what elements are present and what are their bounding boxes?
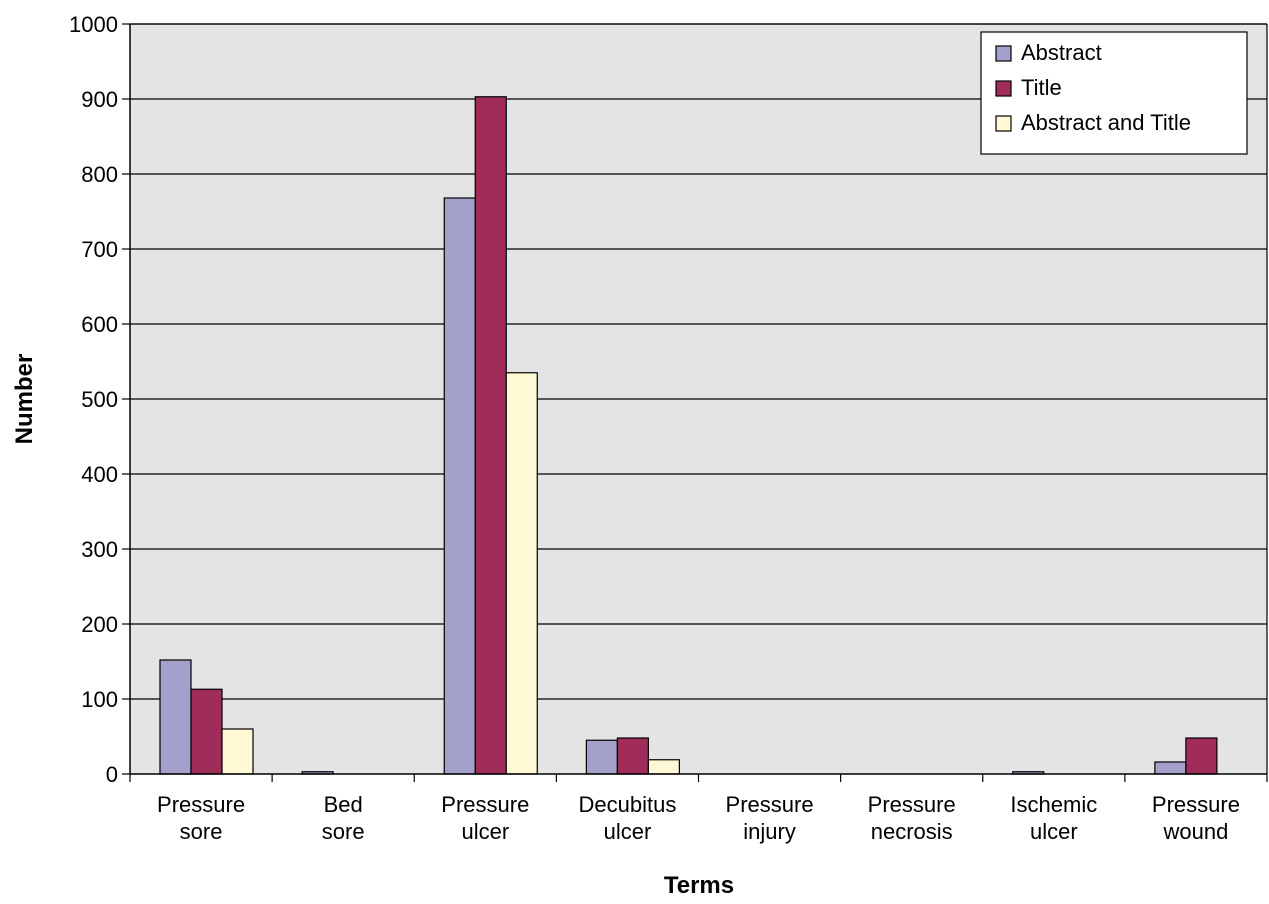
y-tick-label: 300 (81, 537, 118, 562)
x-category-label: ulcer (1030, 819, 1078, 844)
x-category-label: Bed (324, 792, 363, 817)
bar-title (1185, 737, 1218, 775)
y-tick-label: 100 (81, 687, 118, 712)
bar-abstract-and-title (221, 728, 254, 775)
x-category-label: wound (1163, 819, 1229, 844)
y-tick-label: 700 (81, 237, 118, 262)
x-category-label: sore (180, 819, 223, 844)
legend-box (980, 31, 1248, 155)
x-category-label: necrosis (871, 819, 953, 844)
x-category-label: ulcer (604, 819, 652, 844)
bar-abstract (585, 739, 618, 775)
y-tick-label: 0 (106, 762, 118, 787)
legend-label: Title (1021, 75, 1062, 100)
bars (159, 96, 1218, 775)
x-axis-title: Terms (664, 872, 734, 899)
y-tick-label: 500 (81, 387, 118, 412)
axes (122, 23, 1268, 782)
y-tick-label: 400 (81, 462, 118, 487)
y-tick-labels: 0 100 200 300 400 500 600 700 800 900 1000 (69, 12, 118, 787)
y-tick-label: 900 (81, 87, 118, 112)
legend-label: Abstract (1021, 40, 1102, 65)
x-category-label: Pressure (868, 792, 956, 817)
legend: Abstract Title Abstract and Title (980, 31, 1248, 155)
y-tick-label: 800 (81, 162, 118, 187)
y-tick-label: 600 (81, 312, 118, 337)
bar-abstract (443, 197, 476, 775)
legend-swatch (995, 45, 1012, 62)
x-category-label: Decubitus (579, 792, 677, 817)
x-category-label: sore (322, 819, 365, 844)
y-tick-label: 200 (81, 612, 118, 637)
bar-abstract-and-title (647, 759, 680, 775)
x-category-label: Pressure (1152, 792, 1240, 817)
bar-title (474, 96, 507, 775)
legend-swatch (995, 80, 1012, 97)
x-category-labels: PressuresoreBedsorePressureulcerDecubitu… (157, 792, 1240, 844)
y-tick-label: 1000 (69, 12, 118, 37)
bar-title (190, 688, 223, 775)
x-category-label: injury (743, 819, 796, 844)
bar-abstract-and-title (505, 372, 538, 775)
bar-abstract (1154, 761, 1187, 775)
bar-title (616, 737, 649, 775)
bar-abstract (159, 659, 192, 775)
x-category-label: Pressure (157, 792, 245, 817)
x-category-label: Pressure (441, 792, 529, 817)
x-category-label: ulcer (461, 819, 509, 844)
x-category-label: Pressure (726, 792, 814, 817)
legend-swatch (995, 115, 1012, 132)
legend-label: Abstract and Title (1021, 110, 1191, 135)
x-category-label: Ischemic (1010, 792, 1097, 817)
y-axis-title: Number (11, 354, 38, 445)
